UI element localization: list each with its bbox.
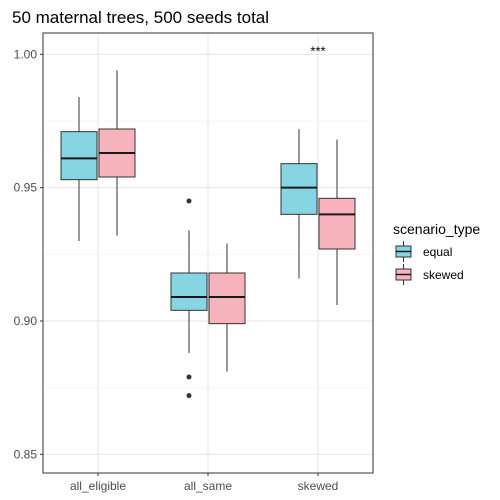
box-body (208, 272, 246, 325)
annotations: *** (310, 44, 325, 59)
x-tick-label: all_eligible (70, 479, 126, 493)
box-skewed-skewed (318, 139, 356, 305)
box-equal-all_eligible (60, 97, 98, 241)
outlier-point (186, 198, 192, 204)
box-body (318, 197, 356, 250)
chart-title: 50 maternal trees, 500 seeds total (12, 8, 269, 27)
grid-lines (43, 33, 373, 473)
box-equal-all_same (170, 198, 208, 399)
y-tick-label: 0.90 (14, 314, 38, 328)
legend-label-skewed: skewed (423, 268, 464, 282)
y-tick-label: 0.85 (14, 447, 38, 461)
legend-key-skewed (395, 264, 412, 285)
outlier-point (186, 374, 192, 380)
outlier-point (186, 393, 192, 399)
legend: scenario_type equal skewed (393, 221, 480, 285)
box-skewed-all_eligible (98, 70, 136, 236)
significance-annotation: *** (310, 44, 325, 59)
box-series (60, 70, 356, 399)
legend-key-equal (395, 241, 412, 262)
box-equal-skewed (280, 129, 318, 279)
y-tick-label: 0.95 (14, 181, 38, 195)
x-tick-label: all_same (184, 479, 232, 493)
box-body (60, 131, 98, 181)
x-axis: all_eligible all_same skewed (70, 473, 338, 493)
legend-title: scenario_type (393, 221, 480, 237)
x-tick-label: skewed (298, 479, 339, 493)
box-skewed-all_same (208, 243, 246, 372)
legend-label-equal: equal (423, 245, 452, 259)
box-body (280, 163, 318, 215)
box-body (170, 272, 208, 311)
y-tick-label: 1.00 (14, 47, 38, 61)
y-axis: 0.85 0.90 0.95 1.00 (14, 47, 43, 461)
